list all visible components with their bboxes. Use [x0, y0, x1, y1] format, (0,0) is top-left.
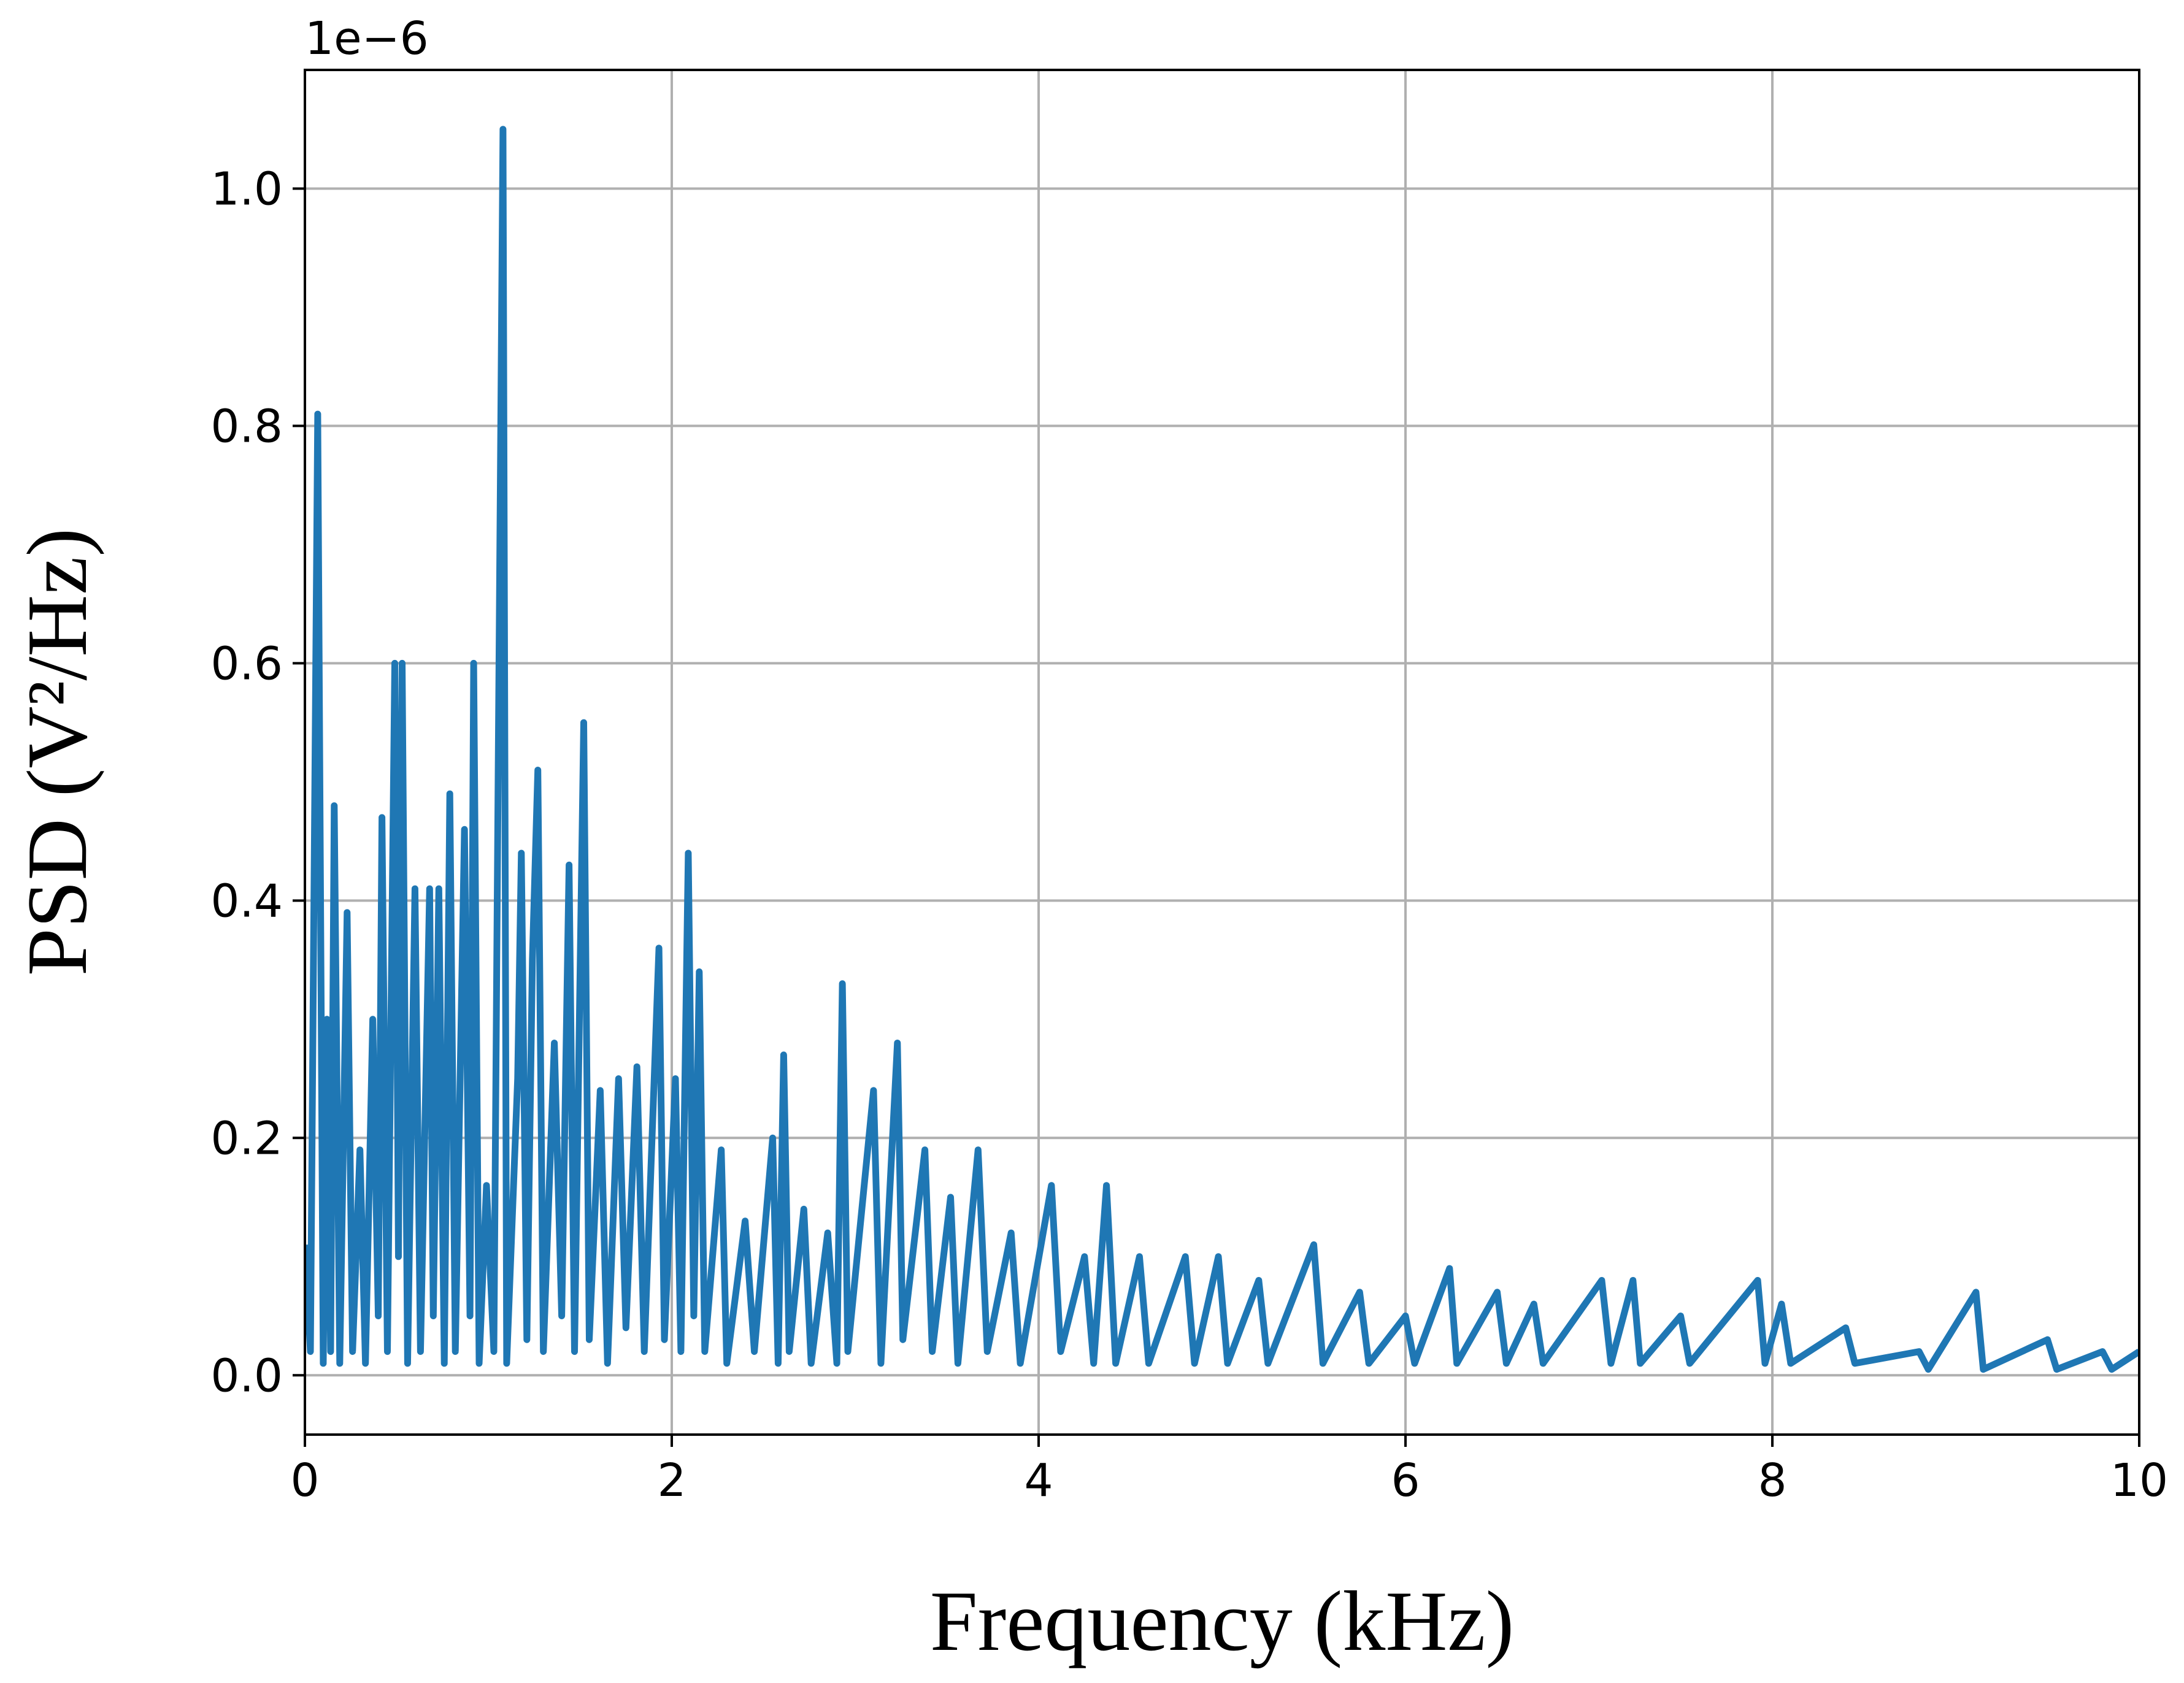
y-tick-label: 0.2 — [210, 1112, 283, 1165]
x-tick-label: 2 — [657, 1454, 686, 1507]
y-tick-label: 0.8 — [210, 400, 283, 453]
plot-frame — [304, 69, 2140, 1436]
y-tick-label: 1.0 — [210, 163, 283, 215]
y-offset-label: 1e−6 — [305, 12, 429, 65]
y-axis-label: PSD (V²/Hz) — [10, 528, 105, 976]
x-axis-label: Frequency (kHz) — [930, 1574, 1514, 1669]
x-tick-label: 0 — [290, 1454, 319, 1507]
x-tick-label: 8 — [1758, 1454, 1786, 1507]
x-tick-label: 10 — [2110, 1454, 2168, 1507]
x-tick-label: 4 — [1024, 1454, 1053, 1507]
x-tick-label: 6 — [1391, 1454, 1420, 1507]
y-tick-label: 0.0 — [210, 1349, 283, 1402]
y-tick-label: 0.4 — [210, 875, 283, 927]
data-line — [305, 126, 2139, 1373]
y-tick-label: 0.6 — [210, 637, 283, 690]
